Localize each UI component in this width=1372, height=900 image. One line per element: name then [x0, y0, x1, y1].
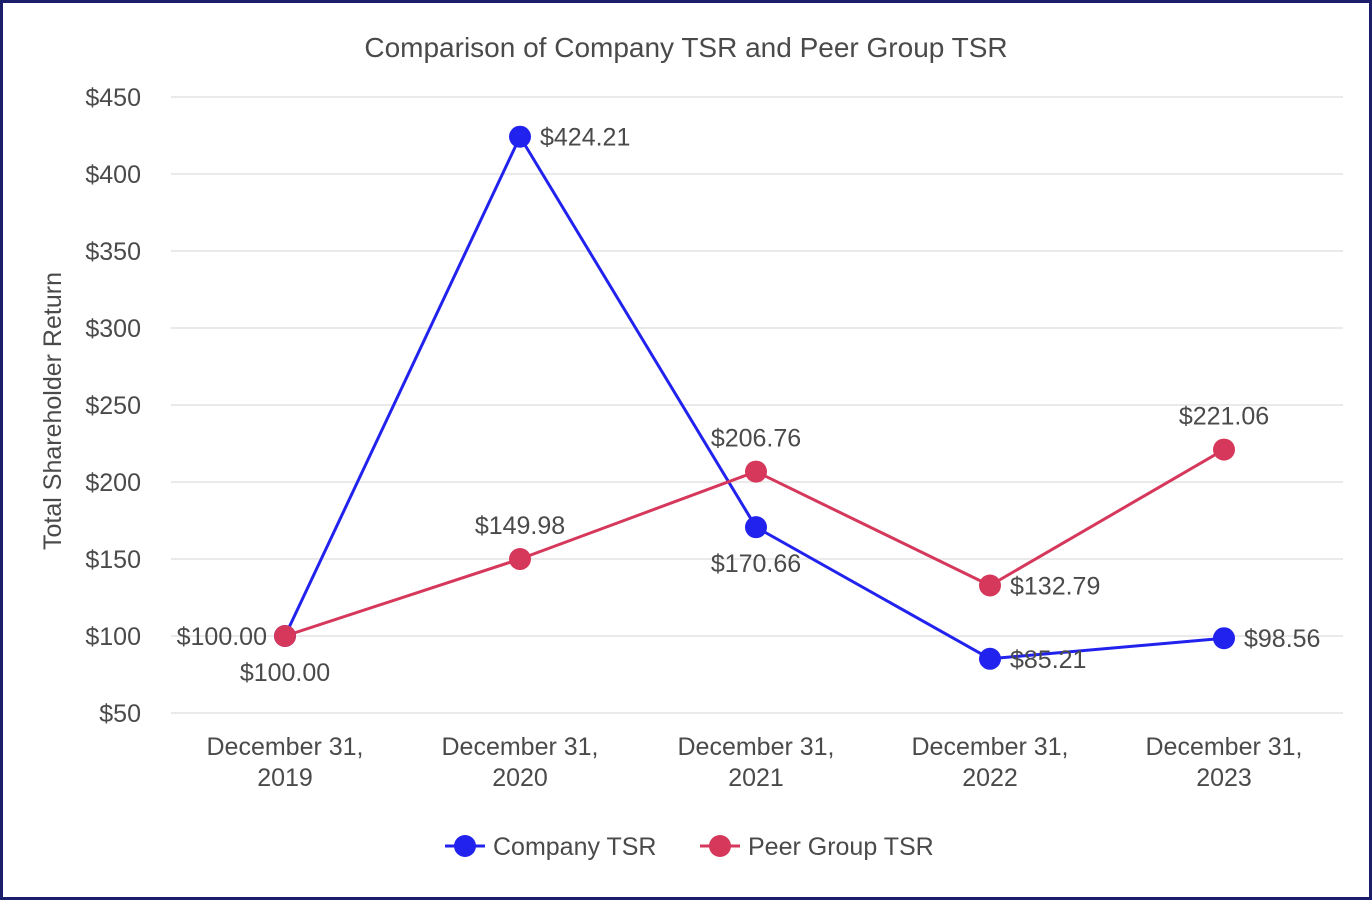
y-tick-label: $200	[85, 469, 141, 497]
x-tick-line: 2023	[1196, 764, 1252, 792]
data-point-company-tsr[interactable]	[1213, 627, 1235, 650]
y-tick-label: $100	[85, 623, 141, 651]
x-tick-label: December 31, 2020	[441, 733, 598, 792]
data-label: $170.66	[711, 550, 801, 578]
data-point-peer-group-tsr[interactable]	[979, 574, 1001, 597]
data-label: $98.56	[1244, 625, 1320, 653]
x-tick-line: 2021	[728, 764, 784, 792]
data-point-peer-group-tsr[interactable]	[509, 548, 531, 571]
x-tick-line: December 31,	[206, 733, 363, 761]
chart-title: Comparison of Company TSR and Peer Group…	[364, 32, 1007, 63]
data-label: $132.79	[1010, 573, 1100, 601]
legend-label: Company TSR	[493, 833, 657, 861]
x-tick-line: December 31,	[1145, 733, 1302, 761]
data-label: $424.21	[540, 124, 630, 152]
data-labels: $100.00 $424.21 $170.66 $85.21 $98.56 $100.00…	[177, 124, 1321, 687]
x-tick-label: December 31, 2019	[206, 733, 363, 792]
line-chart: Comparison of Company TSR and Peer Group…	[39, 32, 1343, 861]
data-point-company-tsr[interactable]	[509, 125, 531, 148]
data-label: $85.21	[1010, 646, 1086, 674]
x-tick-line: December 31,	[441, 733, 598, 761]
y-tick-label: $350	[85, 238, 141, 266]
data-point-company-tsr[interactable]	[745, 516, 767, 539]
y-tick-label: $50	[99, 700, 141, 728]
x-tick-line: December 31,	[677, 733, 834, 761]
legend-swatch-marker	[454, 835, 476, 857]
y-tick-label: $300	[85, 315, 141, 343]
y-tick-label: $400	[85, 161, 141, 189]
legend-swatch-marker	[709, 835, 731, 857]
data-label: $149.98	[475, 512, 565, 540]
legend-label: Peer Group TSR	[748, 833, 934, 861]
x-tick-label: December 31, 2023	[1145, 733, 1302, 792]
legend-item-company-tsr[interactable]: Company TSR	[445, 833, 657, 861]
data-point-peer-group-tsr[interactable]	[745, 460, 767, 483]
gridlines	[171, 96, 1343, 714]
legend[interactable]: Company TSR Peer Group TSR	[445, 833, 934, 861]
legend-item-peer-group-tsr[interactable]: Peer Group TSR	[700, 833, 934, 861]
x-tick-line: 2022	[962, 764, 1018, 792]
data-label: $100.00	[177, 623, 267, 651]
y-tick-label: $450	[85, 84, 141, 112]
x-tick-label: December 31, 2021	[677, 733, 834, 792]
data-label: $100.00	[240, 659, 330, 687]
x-tick-line: 2019	[257, 764, 313, 792]
data-points	[274, 125, 1235, 670]
x-tick-line: 2020	[492, 764, 548, 792]
y-axis-ticks: $50 $100 $150 $200 $250 $300 $350 $400 $450	[85, 84, 141, 728]
y-tick-label: $150	[85, 546, 141, 574]
y-tick-label: $250	[85, 392, 141, 420]
data-point-peer-group-tsr[interactable]	[1213, 438, 1235, 461]
data-point-company-tsr[interactable]	[979, 647, 1001, 670]
data-label: $206.76	[711, 425, 801, 453]
y-axis-label: Total Shareholder Return	[39, 272, 67, 550]
x-tick-line: December 31,	[911, 733, 1068, 761]
x-tick-label: December 31, 2022	[911, 733, 1068, 792]
data-point-peer-group-tsr[interactable]	[274, 625, 296, 647]
data-label: $221.06	[1179, 403, 1269, 431]
